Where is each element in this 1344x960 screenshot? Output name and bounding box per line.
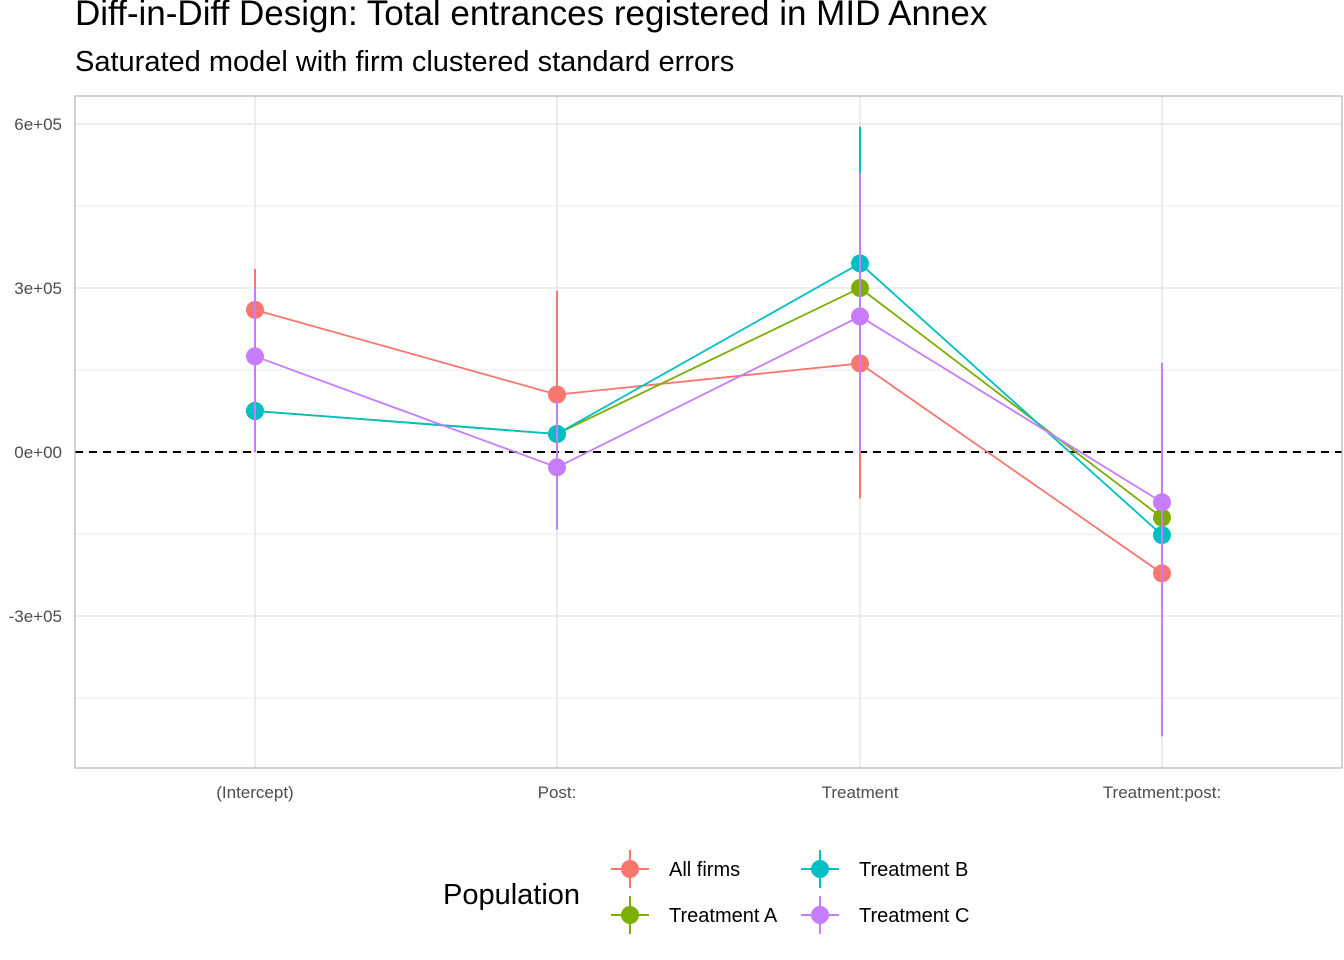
minor-gridlines bbox=[75, 205, 1342, 699]
series-line bbox=[254, 262, 1163, 536]
data-point bbox=[246, 347, 264, 366]
legend-key-point bbox=[621, 860, 639, 878]
chart-title: Diff-in-Diff Design: Total entrances reg… bbox=[75, 0, 988, 33]
legend-label: Treatment C bbox=[859, 905, 969, 927]
y-tick-label: 0e+00 bbox=[14, 443, 62, 462]
series-treatment-b bbox=[246, 126, 1171, 666]
data-point bbox=[548, 458, 566, 477]
x-tick-label: Treatment:post: bbox=[1103, 783, 1221, 802]
major-gridlines bbox=[75, 96, 1342, 768]
legend-label: All firms bbox=[669, 859, 740, 881]
data-point bbox=[851, 307, 869, 326]
x-tick-label: Post: bbox=[538, 783, 577, 802]
legend-title: Population bbox=[443, 879, 580, 911]
x-tick-label: (Intercept) bbox=[216, 783, 293, 802]
series-treatment-a bbox=[246, 200, 1171, 562]
series-group bbox=[246, 126, 1171, 737]
series-line bbox=[254, 286, 1163, 519]
y-tick-label: -3e+05 bbox=[9, 607, 62, 626]
panel-border bbox=[74, 95, 1343, 769]
x-axis-ticks: (Intercept) Post: Treatment Treatment:post: bbox=[216, 783, 1221, 802]
legend-item: Treatment B bbox=[801, 850, 968, 888]
y-tick-label: 3e+05 bbox=[14, 279, 62, 298]
y-tick-label: 6e+05 bbox=[14, 115, 62, 134]
series-line bbox=[254, 309, 1163, 575]
x-tick-label: Treatment bbox=[822, 783, 899, 802]
legend-item: Treatment A bbox=[611, 896, 778, 934]
series-treatment-c bbox=[246, 173, 1171, 737]
legend-item: Treatment C bbox=[801, 896, 969, 934]
chart-subtitle: Saturated model with firm clustered stan… bbox=[75, 46, 735, 78]
legend-key-point bbox=[811, 860, 829, 878]
legend: Population All firms Treatment A Treatment… bbox=[443, 850, 969, 934]
legend-item: All firms bbox=[611, 850, 740, 888]
legend-label: Treatment A bbox=[669, 905, 778, 927]
data-point bbox=[1153, 493, 1171, 512]
series-line bbox=[254, 315, 1163, 504]
data-point bbox=[548, 385, 566, 404]
legend-key-point bbox=[621, 906, 639, 924]
legend-key-point bbox=[811, 906, 829, 924]
legend-label: Treatment B bbox=[859, 859, 968, 881]
y-axis-ticks: -3e+05 0e+00 3e+05 6e+05 bbox=[9, 115, 62, 626]
series-all-firms bbox=[246, 268, 1171, 737]
